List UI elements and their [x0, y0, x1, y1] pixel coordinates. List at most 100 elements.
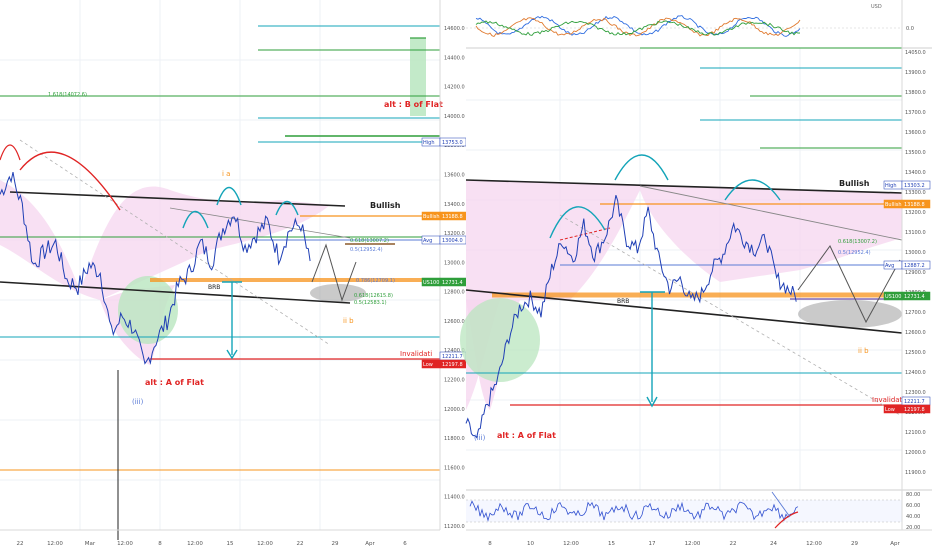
left-label-bullish: Bullish [370, 201, 401, 210]
right-channel-lower [465, 289, 903, 334]
right-price-tick-label: 12900.0 [905, 270, 926, 276]
right-price-tick-label: 13400.0 [905, 170, 926, 176]
left-label-fib-05-upper: 0.5(12952.4) [350, 247, 383, 253]
left-time-label: 12:00 [47, 541, 63, 547]
right-price-tick-label: 13200.0 [905, 210, 926, 216]
left-label-alt-a-flat: alt : A of Flat [145, 378, 204, 387]
left-red-arc-1 [19, 151, 121, 211]
right-label-alt-a-flat: alt : A of Flat [497, 431, 556, 440]
left-price-tick-label: 11800.0 [444, 436, 465, 442]
right-teal-arc-3 [724, 179, 781, 201]
left-time-label: 22 [297, 541, 304, 547]
right-price-tick-label: 12300.0 [905, 390, 926, 396]
left-time-label: 12:00 [117, 541, 133, 547]
left-label-fib-05-lower: 0.5(12583.1) [354, 300, 387, 306]
left-price-tick-label: 13400.0 [444, 202, 465, 208]
left-time-label: 15 [227, 541, 234, 547]
right-price-tick-label: 12600.0 [905, 330, 926, 336]
right-price-tick-label: 13700.0 [905, 110, 926, 116]
left-teal-arc-3 [275, 200, 299, 216]
right-label-wave-iii: (iii) [474, 434, 486, 442]
price-tag-value-box [901, 199, 931, 209]
price-tag-value-box [901, 291, 931, 301]
right-price-tags: High 13303.2 Bullish 13188.8 Avg 12887.2 US100… [883, 180, 931, 414]
left-price-tick-label: 14400.0 [444, 55, 465, 61]
left-price-tick-label: 12200.0 [444, 378, 465, 384]
left-price-tick-label: 11200.0 [444, 524, 465, 530]
rsi-tick-label: 20.00 [906, 525, 920, 531]
left-label-fib-0618-upper: 0.618(13007.2) [350, 238, 389, 244]
price-tag-label: Low [423, 362, 433, 368]
right-green-zone [460, 298, 540, 382]
top-indicator-label: USD [871, 4, 882, 10]
right-label-fib-0618: 0.618(13007.2) [838, 239, 877, 245]
left-time-label: Apr [365, 541, 375, 547]
price-tag-value-box [901, 404, 931, 414]
right-bottom-indicator: 80.00 60.00 40.00 20.00 [466, 489, 932, 531]
left-projected-path [311, 243, 357, 302]
right-time-label: Apr [890, 541, 900, 547]
price-tag-value: 12731.4 [904, 294, 925, 300]
left-label-invalidation: Invalidati [400, 350, 432, 358]
left-price-tick-label: 14000.0 [444, 114, 465, 120]
right-time-label: 12:00 [685, 541, 701, 547]
left-time-label: 12:00 [257, 541, 273, 547]
right-price-tick-label: 13300.0 [905, 190, 926, 196]
right-time-label: 12:00 [563, 541, 579, 547]
left-grid [0, 0, 440, 530]
right-time-label: 22 [730, 541, 737, 547]
price-tag-value: 12887.2 [904, 263, 925, 269]
price-tag-label: Bullish [885, 202, 902, 208]
right-pink-band [466, 180, 902, 410]
right-price-line [465, 195, 797, 439]
right-price-tick-label: 12000.0 [905, 450, 926, 456]
price-tag-value: 12197.8 [442, 362, 463, 368]
right-time-label: 8 [488, 541, 492, 547]
right-price-tick-label: 13900.0 [905, 70, 926, 76]
left-label-fib-1618: 1.618(14072.6) [48, 92, 87, 98]
top-indicator-tick: 0.0 [906, 26, 914, 32]
left-red-arc-2 [0, 144, 21, 161]
right-time-label: 15 [608, 541, 615, 547]
right-price-tick-label: 14050.0 [905, 50, 926, 56]
right-label-bullish: Bullish [839, 179, 870, 188]
right-price-tick-label: 13500.0 [905, 150, 926, 156]
right-price-tick-label: 12700.0 [905, 310, 926, 316]
price-tag-value-box [901, 180, 931, 190]
right-price-tick-label: 13800.0 [905, 90, 926, 96]
left-price-tags: High 13753.0 Bullish 13188.8 Avg 13004.0 US100… [421, 137, 467, 369]
left-green-zone [118, 276, 178, 344]
right-top-indicator: USD 0.0 [466, 0, 932, 49]
left-price-tick-label: 12000.0 [444, 407, 465, 413]
left-price-tick-label: 14200.0 [444, 85, 465, 91]
price-tag-label: High [885, 183, 897, 189]
right-time-label: 17 [649, 541, 656, 547]
price-tag-value: 13004.0 [442, 238, 463, 244]
right-label-wave-ii-b: ii b [858, 347, 869, 355]
right-price-tick-label: 13000.0 [905, 250, 926, 256]
price-tag-label: Avg [423, 238, 432, 244]
price-tag-value: 13303.2 [904, 183, 925, 189]
left-time-label: 29 [332, 541, 339, 547]
left-price-tick-label: 13000.0 [444, 260, 465, 266]
price-tag-value: 12731.4 [442, 280, 463, 286]
price-tag-label: US100 [885, 294, 901, 300]
left-pink-band [0, 180, 330, 300]
price-tag-value: 13753.0 [442, 140, 463, 146]
right-projected-path [797, 245, 901, 324]
left-price-tick-label: 12600.0 [444, 319, 465, 325]
left-time-label: 12:00 [187, 541, 203, 547]
left-gray-target-zone [310, 284, 366, 302]
price-tag-label: Low [885, 407, 895, 413]
left-price-tick-label: 14600.0 [444, 26, 465, 32]
rsi-tick-label: 80.00 [906, 492, 920, 498]
right-price-tick-label: 13100.0 [905, 230, 926, 236]
left-time-label: 6 [403, 541, 407, 547]
right-price-tick-label: 12400.0 [905, 370, 926, 376]
left-price-tick-label: 12400.0 [444, 348, 465, 354]
right-channel-upper [465, 179, 903, 194]
left-label-wave-ii-b: ii b [343, 317, 354, 325]
price-tag-value: 12211.7 [904, 399, 925, 405]
right-price-tick-label: 11900.0 [905, 470, 926, 476]
